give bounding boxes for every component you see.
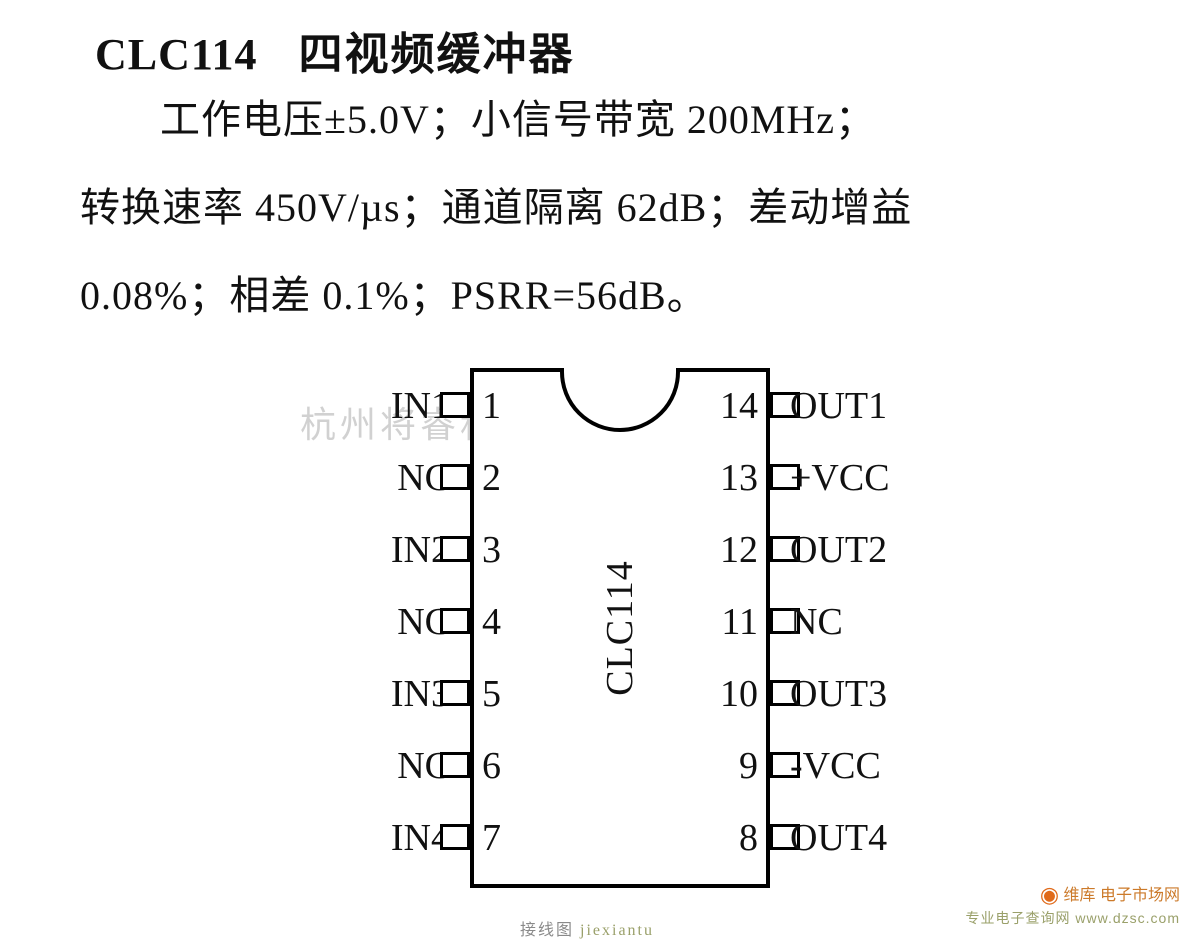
pin-right-number: 13 [720,454,758,502]
pin-right-number: 8 [739,814,758,862]
pin-right-label: OUT1 [790,382,960,430]
title-name: 四视频缓冲器 [298,30,574,79]
pin-left-label: NC [310,742,450,790]
doc-title: CLC114 四视频缓冲器 [95,18,574,82]
pin-left-pad [440,464,470,490]
spec-line-2: 转换速率 450V/µs；通道隔离 62dB；差动增益 [80,188,912,228]
spec-line-1: 工作电压±5.0V；小信号带宽 200MHz； [80,100,876,140]
pin-left-number: 7 [482,814,501,862]
page-root: CLC114 四视频缓冲器 工作电压±5.0V；小信号带宽 200MHz； 转换… [0,0,1200,946]
pin-left-number: 1 [482,382,501,430]
watermark-bottom-center-suffix: jiexiantu [580,922,654,939]
pin-left-pad [440,608,470,634]
pin-right-number: 11 [721,598,758,646]
pin-right-label: +VCC [790,454,960,502]
pin-right-number: 10 [720,670,758,718]
pin-right-label: -VCC [790,742,960,790]
pin-left-label: NC [310,454,450,502]
pin-right-number: 12 [720,526,758,574]
pin-right-number: 9 [739,742,758,790]
spec-line-3: 0.08%；相差 0.1%；PSRR=56dB。 [80,276,708,316]
watermark-site-a-text: 维库 电子市场网 [1064,887,1180,904]
pin-left-label: IN3 [310,670,450,718]
pin-row: NC411NC [300,598,940,646]
pin-row: IN3510OUT3 [300,670,940,718]
pin-row: NC69-VCC [300,742,940,790]
pin-row: NC213+VCC [300,454,940,502]
pin-right-number: 14 [720,382,758,430]
pin-right-label: OUT3 [790,670,960,718]
pin-row: IN478OUT4 [300,814,940,862]
pin-left-number: 5 [482,670,501,718]
pin-left-label: IN2 [310,526,450,574]
pin-left-number: 4 [482,598,501,646]
pin-right-label: OUT4 [790,814,960,862]
logo-dot-icon: ◉ [1040,882,1059,907]
pin-left-number: 2 [482,454,501,502]
pin-left-label: IN1 [310,382,450,430]
watermark-bottom-center-zh: 接线图 [520,922,574,939]
pin-left-pad [440,824,470,850]
watermark-site-a: ◉ 维库 电子市场网 [1040,881,1180,908]
pin-left-number: 6 [482,742,501,790]
chip-pinout: CLC114 IN1114OUT1NC213+VCCIN2312OUT2NC41… [300,362,940,902]
pin-right-label: OUT2 [790,526,960,574]
pin-left-pad [440,752,470,778]
pin-left-label: IN4 [310,814,450,862]
pin-left-label: NC [310,598,450,646]
pin-left-number: 3 [482,526,501,574]
pin-left-pad [440,680,470,706]
pin-left-pad [440,536,470,562]
pin-row: IN2312OUT2 [300,526,940,574]
watermark-bottom-center: 接线图 jiexiantu [520,916,654,940]
watermark-site-b: 专业电子查询网 www.dzsc.com [966,908,1180,928]
pin-left-pad [440,392,470,418]
title-part-number: CLC114 [95,30,257,79]
pin-right-label: NC [790,598,960,646]
pin-row: IN1114OUT1 [300,382,940,430]
